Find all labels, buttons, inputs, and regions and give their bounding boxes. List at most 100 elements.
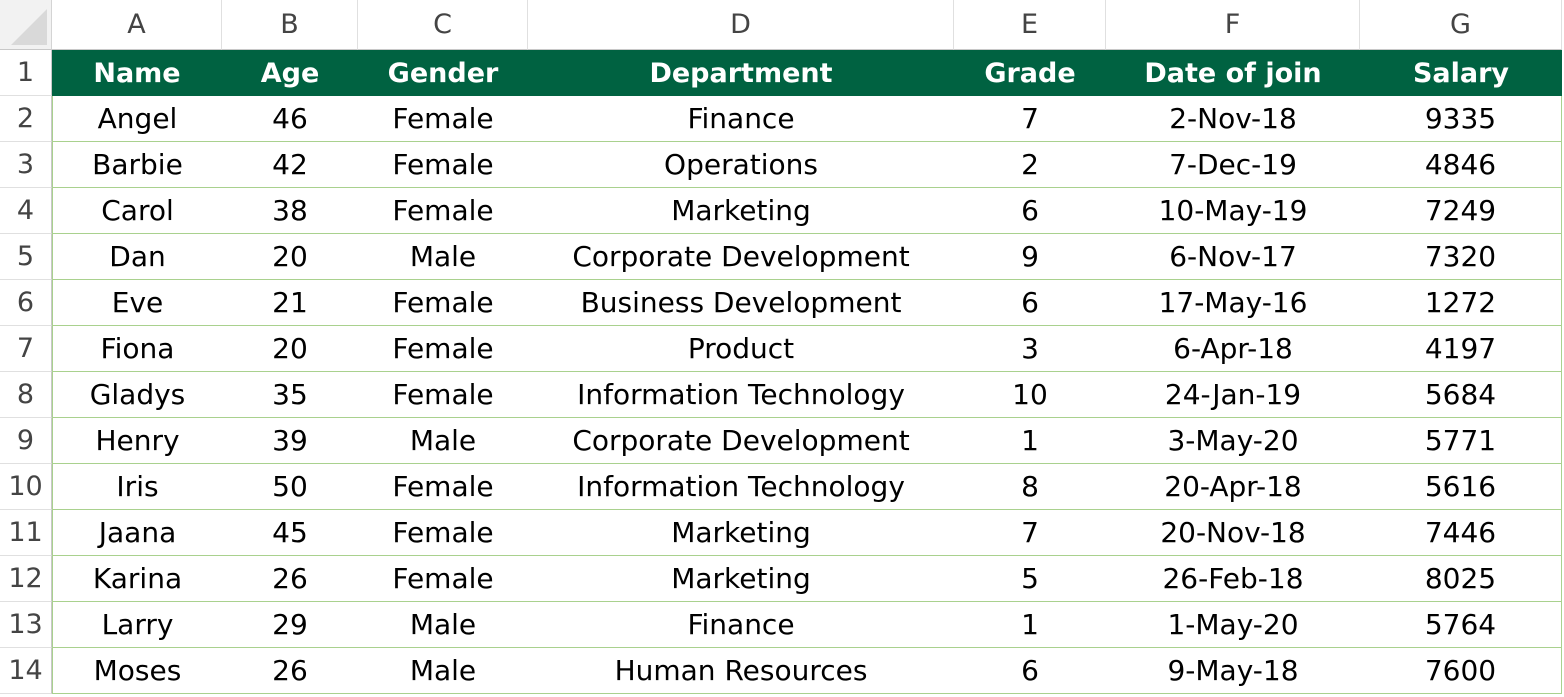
table-cell[interactable]: 7320 [1360, 234, 1562, 280]
table-cell[interactable]: Carol [52, 188, 222, 234]
table-cell[interactable]: 3-May-20 [1106, 418, 1360, 464]
column-header[interactable]: F [1106, 0, 1360, 50]
table-cell[interactable]: Gladys [52, 372, 222, 418]
table-cell[interactable]: Female [358, 510, 528, 556]
table-cell[interactable]: Product [528, 326, 954, 372]
table-cell[interactable]: 6 [954, 280, 1106, 326]
table-cell[interactable]: 4197 [1360, 326, 1562, 372]
table-cell[interactable]: 46 [222, 96, 358, 142]
row-header[interactable]: 7 [0, 326, 52, 372]
table-cell[interactable]: 1-May-20 [1106, 602, 1360, 648]
table-cell[interactable]: Female [358, 372, 528, 418]
row-header[interactable]: 8 [0, 372, 52, 418]
table-cell[interactable]: 6 [954, 188, 1106, 234]
table-cell[interactable]: 5771 [1360, 418, 1562, 464]
column-header[interactable]: G [1360, 0, 1562, 50]
table-cell[interactable]: Fiona [52, 326, 222, 372]
row-header[interactable]: 3 [0, 142, 52, 188]
column-header[interactable]: E [954, 0, 1106, 50]
table-cell[interactable]: Dan [52, 234, 222, 280]
table-cell[interactable]: Karina [52, 556, 222, 602]
table-cell[interactable]: 50 [222, 464, 358, 510]
table-cell[interactable]: 4846 [1360, 142, 1562, 188]
table-cell[interactable]: 6 [954, 648, 1106, 694]
table-cell[interactable]: Female [358, 556, 528, 602]
row-header[interactable]: 1 [0, 50, 52, 96]
table-cell[interactable]: 26 [222, 556, 358, 602]
row-header[interactable]: 14 [0, 648, 52, 694]
table-cell[interactable]: 7-Dec-19 [1106, 142, 1360, 188]
table-cell[interactable]: Angel [52, 96, 222, 142]
table-cell[interactable]: 20-Apr-18 [1106, 464, 1360, 510]
table-cell[interactable]: 2-Nov-18 [1106, 96, 1360, 142]
column-header[interactable]: B [222, 0, 358, 50]
table-cell[interactable]: Female [358, 326, 528, 372]
table-cell[interactable]: 29 [222, 602, 358, 648]
table-cell[interactable]: Human Resources [528, 648, 954, 694]
table-cell[interactable]: 7446 [1360, 510, 1562, 556]
table-cell[interactable]: Marketing [528, 510, 954, 556]
table-header-cell[interactable]: Age [222, 50, 358, 96]
table-cell[interactable]: Moses [52, 648, 222, 694]
row-header[interactable]: 10 [0, 464, 52, 510]
table-header-cell[interactable]: Name [52, 50, 222, 96]
table-header-cell[interactable]: Salary [1360, 50, 1562, 96]
table-cell[interactable]: 45 [222, 510, 358, 556]
table-cell[interactable]: Finance [528, 602, 954, 648]
table-cell[interactable]: Jaana [52, 510, 222, 556]
table-cell[interactable]: Information Technology [528, 372, 954, 418]
row-header[interactable]: 5 [0, 234, 52, 280]
column-header[interactable]: A [52, 0, 222, 50]
table-cell[interactable]: 8025 [1360, 556, 1562, 602]
table-header-cell[interactable]: Grade [954, 50, 1106, 96]
table-cell[interactable]: Corporate Development [528, 234, 954, 280]
column-header[interactable]: D [528, 0, 954, 50]
table-cell[interactable]: Female [358, 96, 528, 142]
table-cell[interactable]: 9-May-18 [1106, 648, 1360, 694]
table-cell[interactable]: Marketing [528, 188, 954, 234]
table-cell[interactable]: 20-Nov-18 [1106, 510, 1360, 556]
table-cell[interactable]: Corporate Development [528, 418, 954, 464]
table-cell[interactable]: Information Technology [528, 464, 954, 510]
table-cell[interactable]: Henry [52, 418, 222, 464]
table-cell[interactable]: Male [358, 602, 528, 648]
table-cell[interactable]: Finance [528, 96, 954, 142]
table-cell[interactable]: 1 [954, 418, 1106, 464]
table-cell[interactable]: Barbie [52, 142, 222, 188]
table-cell[interactable]: Eve [52, 280, 222, 326]
table-cell[interactable]: 5 [954, 556, 1106, 602]
table-cell[interactable]: 10 [954, 372, 1106, 418]
table-cell[interactable]: Iris [52, 464, 222, 510]
table-cell[interactable]: 8 [954, 464, 1106, 510]
table-cell[interactable]: Female [358, 142, 528, 188]
table-cell[interactable]: 3 [954, 326, 1106, 372]
table-header-cell[interactable]: Date of join [1106, 50, 1360, 96]
row-header[interactable]: 13 [0, 602, 52, 648]
table-header-cell[interactable]: Gender [358, 50, 528, 96]
table-cell[interactable]: 17-May-16 [1106, 280, 1360, 326]
row-header[interactable]: 2 [0, 96, 52, 142]
table-cell[interactable]: 5616 [1360, 464, 1562, 510]
table-cell[interactable]: Larry [52, 602, 222, 648]
table-cell[interactable]: 5764 [1360, 602, 1562, 648]
table-cell[interactable]: 6-Nov-17 [1106, 234, 1360, 280]
table-cell[interactable]: Female [358, 188, 528, 234]
table-cell[interactable]: 20 [222, 326, 358, 372]
table-cell[interactable]: Female [358, 280, 528, 326]
table-cell[interactable]: 39 [222, 418, 358, 464]
table-cell[interactable]: 2 [954, 142, 1106, 188]
row-header[interactable]: 4 [0, 188, 52, 234]
column-header[interactable]: C [358, 0, 528, 50]
table-cell[interactable]: Male [358, 234, 528, 280]
table-cell[interactable]: 7600 [1360, 648, 1562, 694]
table-cell[interactable]: 1272 [1360, 280, 1562, 326]
table-cell[interactable]: 42 [222, 142, 358, 188]
row-header[interactable]: 11 [0, 510, 52, 556]
table-cell[interactable]: 26 [222, 648, 358, 694]
table-cell[interactable]: Marketing [528, 556, 954, 602]
table-cell[interactable]: 9335 [1360, 96, 1562, 142]
table-header-cell[interactable]: Department [528, 50, 954, 96]
table-cell[interactable]: 7 [954, 510, 1106, 556]
table-cell[interactable]: Business Development [528, 280, 954, 326]
select-all-corner[interactable] [0, 0, 52, 50]
